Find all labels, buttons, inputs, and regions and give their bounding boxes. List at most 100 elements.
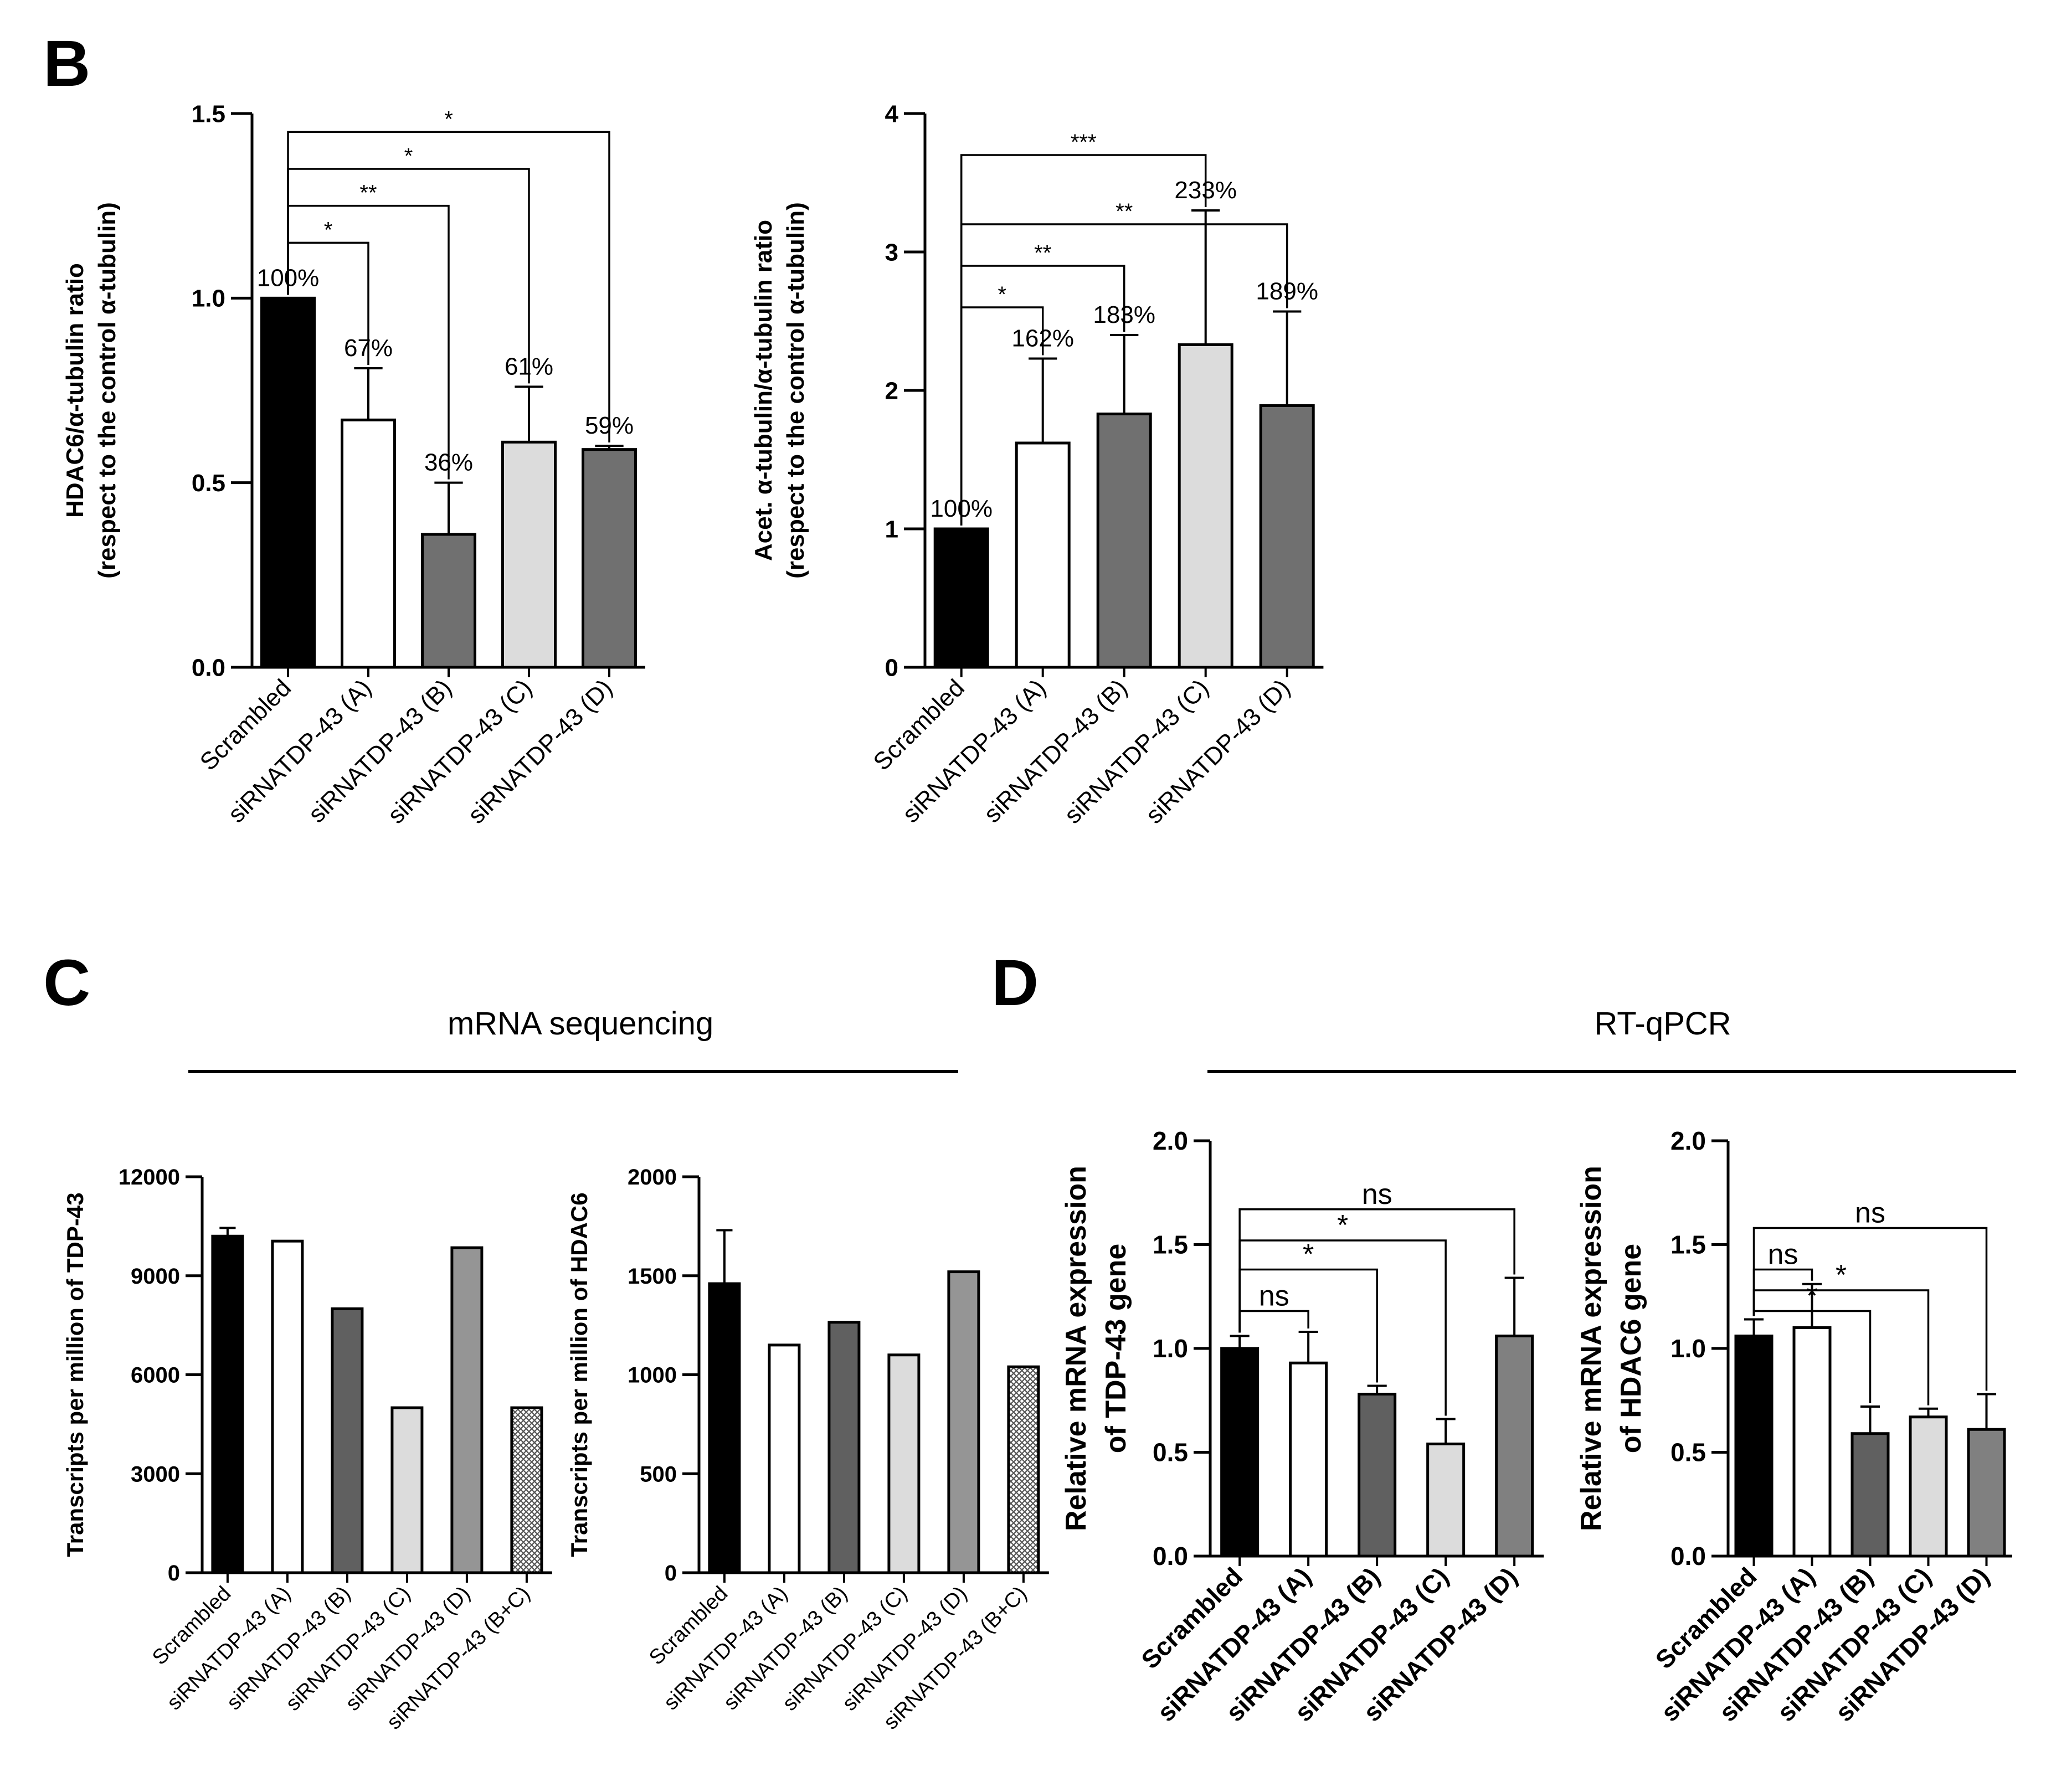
chart-c-left: 0 3000 6000 9000 12000 Transcripts per millio… (62, 1165, 552, 1734)
y-tick-label: 1.5 (1670, 1230, 1706, 1259)
significance-bracket (287, 131, 610, 442)
y-tick-label: 0.0 (192, 654, 225, 681)
y-tick-label: 2.0 (1670, 1126, 1706, 1155)
y-tick-label: 0 (168, 1561, 180, 1585)
bar (1007, 1365, 1040, 1574)
significance-label: ns (1259, 1280, 1289, 1312)
bar (768, 1343, 801, 1574)
bar (827, 1321, 861, 1574)
y-tick-label: 0.0 (1670, 1542, 1706, 1570)
significance-label: ** (1116, 199, 1133, 224)
y-tick-label: 3 (885, 239, 898, 266)
y-tick-label: 1000 (628, 1363, 677, 1388)
panel-letter-d: D (991, 946, 1039, 1019)
y-tick-label: 0.5 (1670, 1438, 1706, 1467)
bar (450, 1246, 484, 1574)
bar (1178, 343, 1233, 669)
y-tick-label: 3000 (131, 1462, 180, 1486)
y-axis-label: Transcripts per million of TDP-43 (62, 1192, 88, 1557)
bar (1289, 1361, 1328, 1558)
significance-label: * (324, 218, 333, 242)
y-tick-label: 0 (885, 654, 898, 681)
y-axis-label: Relative mRNA expression (1060, 1166, 1092, 1531)
chart-b-left: 0.0 0.5 1.0 1.5 HDAC6/α-tubulin ratio (respec… (61, 100, 645, 829)
y-tick-label: 0.0 (1153, 1542, 1188, 1570)
significance-label: * (1303, 1239, 1314, 1271)
bar (331, 1307, 364, 1574)
y-tick-label: 1.5 (1153, 1230, 1188, 1259)
y-tick-label: 1.5 (192, 100, 225, 127)
y-axis-label: Transcripts per million of HDAC6 (566, 1192, 592, 1557)
significance-label: ns (1362, 1178, 1392, 1211)
significance-label: * (1836, 1259, 1847, 1291)
bar (510, 1406, 543, 1574)
bar (271, 1239, 304, 1574)
bar (1495, 1335, 1534, 1558)
significance-label: ** (359, 181, 377, 205)
chart-d-left: 0.0 0.5 1.0 1.5 2.0 Relative mRNA expression o… (1060, 1126, 1544, 1727)
significance-bracket (1238, 1208, 1515, 1333)
significance-label: ** (1034, 241, 1051, 265)
bar (421, 533, 476, 669)
header-mrna-sequencing: mRNA sequencing (448, 1006, 713, 1042)
y-tick-label: 0.5 (192, 470, 225, 497)
y-axis-label: of HDAC6 gene (1615, 1244, 1647, 1453)
bar (390, 1406, 424, 1574)
y-axis-label: (respect to the control α-tubulin) (782, 202, 809, 579)
y-tick-label: 12000 (119, 1165, 180, 1189)
significance-label: * (1337, 1209, 1348, 1242)
y-axis-label: of TDP-43 gene (1100, 1244, 1132, 1454)
bar (501, 440, 557, 669)
significance-bracket (1752, 1268, 1813, 1316)
bar (947, 1270, 980, 1574)
y-axis-label: HDAC6/α-tubulin ratio (61, 263, 89, 518)
bar (1426, 1443, 1466, 1558)
category-label: siRNATDP-43 (A) (897, 674, 1051, 828)
y-tick-label: 1500 (628, 1264, 677, 1289)
chart-d-right: 0.0 0.5 1.0 1.5 2.0 Relative mRNA expression o… (1575, 1126, 2012, 1727)
bar (260, 296, 316, 669)
y-tick-label: 1.0 (1153, 1334, 1188, 1363)
significance-bracket (1752, 1289, 1930, 1405)
bar (1358, 1393, 1397, 1558)
y-tick-label: 1.0 (1670, 1334, 1706, 1363)
bar (1967, 1428, 2006, 1558)
significance-bracket (1238, 1310, 1309, 1333)
bar (1259, 404, 1315, 669)
significance-bracket (1238, 1239, 1447, 1416)
bar (1909, 1415, 1948, 1558)
y-tick-label: 1 (885, 516, 898, 543)
bar (1015, 441, 1071, 669)
y-tick-label: 1.0 (192, 285, 225, 312)
significance-label: * (998, 282, 1006, 307)
significance-bracket (287, 168, 530, 384)
bar (887, 1353, 921, 1574)
significance-bracket (1752, 1227, 1988, 1391)
y-tick-label: 0.5 (1153, 1438, 1188, 1467)
bar (1792, 1326, 1832, 1558)
category-label: siRNATDP-43 (C) (1059, 674, 1214, 829)
bar (1850, 1432, 1890, 1558)
bar (1096, 413, 1152, 669)
y-tick-label: 2 (885, 377, 898, 404)
significance-bracket (960, 154, 1207, 526)
y-tick-label: 0 (665, 1561, 677, 1585)
chart-c-right: 0 500 1000 1500 2000 Transcripts per million … (566, 1165, 1049, 1734)
category-label: siRNATDP-43 (A) (223, 674, 377, 828)
category-label: siRNATDP-43 (B) (303, 674, 457, 828)
y-tick-label: 9000 (131, 1264, 180, 1289)
bar (1220, 1347, 1260, 1558)
significance-label: ns (1855, 1197, 1885, 1229)
chart-b-right: 0 1 2 3 4 Acet. α-tubulin/α-tubulin ratio (res… (750, 100, 1324, 829)
panel-letter-c: C (43, 946, 90, 1019)
y-axis-label: Relative mRNA expression (1575, 1166, 1607, 1531)
y-tick-label: 6000 (131, 1363, 180, 1388)
header-rt-qpcr: RT-qPCR (1594, 1006, 1731, 1042)
y-tick-label: 2000 (628, 1165, 677, 1189)
y-axis-label: Acet. α-tubulin/α-tubulin ratio (750, 220, 777, 561)
category-label: siRNATDP-43 (D) (463, 674, 618, 829)
significance-label: ns (1768, 1239, 1798, 1271)
charts-layer: 0.0 0.5 1.0 1.5 HDAC6/α-tubulin ratio (respec… (61, 100, 2012, 1734)
